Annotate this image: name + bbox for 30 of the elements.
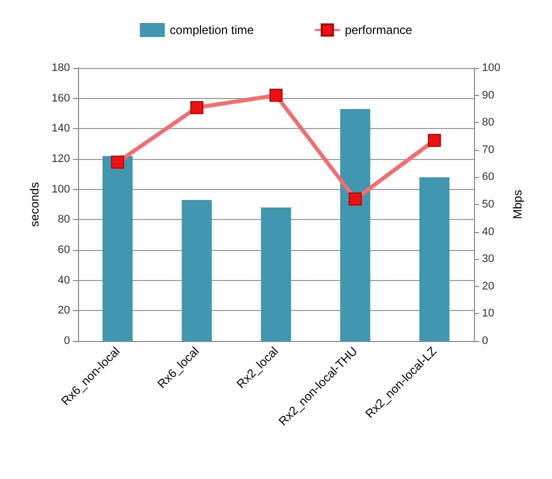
- y-axis-title: seconds: [28, 182, 42, 227]
- y-tick-label: 80: [58, 214, 70, 226]
- bar: [340, 108, 370, 341]
- bar: [419, 177, 450, 341]
- y-tick-label: 120: [52, 153, 70, 165]
- legend-label: performance: [344, 23, 413, 37]
- y-tick-label: 20: [58, 304, 70, 317]
- bar: [182, 200, 212, 341]
- y2-tick-label: 60: [482, 171, 494, 184]
- bar: [260, 208, 292, 341]
- y2-tick-label: 70: [482, 144, 494, 156]
- y2-tick-label: 30: [482, 253, 494, 266]
- y2-tick-label: 0: [482, 335, 488, 347]
- legend-label: completion time: [170, 23, 254, 37]
- y-tick-label: 40: [58, 274, 70, 286]
- y2-tick-label: 50: [482, 198, 494, 210]
- y2-tick-label: 20: [482, 280, 494, 292]
- y-tick-label: 160: [52, 92, 70, 104]
- y2-tick-label: 40: [482, 226, 494, 238]
- y-tick-label: 100: [52, 183, 70, 196]
- y-tick-label: 180: [52, 62, 70, 74]
- y2-tick-label: 10: [482, 308, 494, 320]
- y-tick-label: 0: [64, 335, 70, 347]
- bar: [102, 156, 133, 341]
- y2-axis-title: Mbps: [510, 190, 524, 220]
- y2-tick-label: 100: [482, 62, 500, 74]
- y2-tick-label: 80: [482, 116, 494, 129]
- y-tick-label: 140: [52, 122, 70, 135]
- y2-tick-label: 90: [482, 89, 494, 102]
- y-tick-label: 60: [58, 244, 70, 256]
